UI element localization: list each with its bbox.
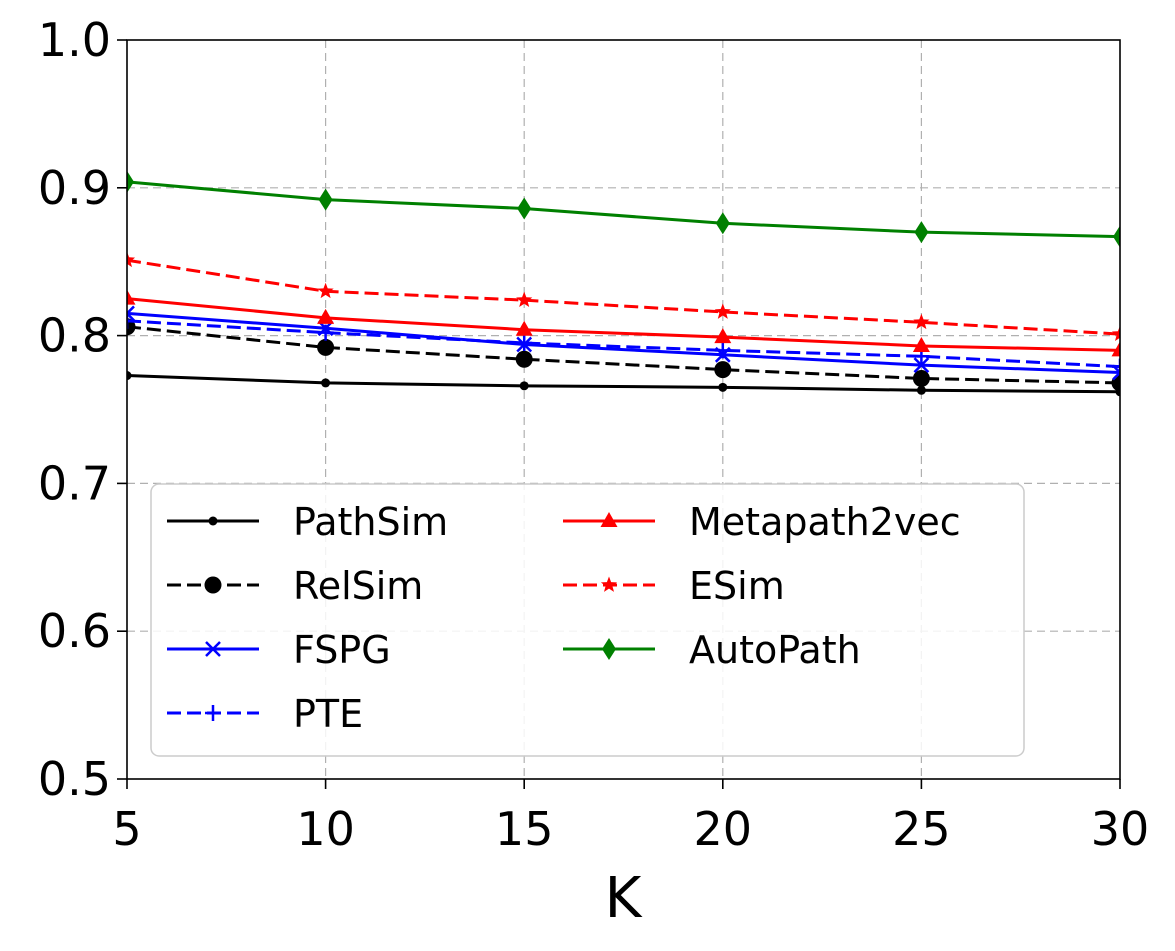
data-point-relsim (317, 338, 335, 356)
data-point-metapath2vec (1111, 341, 1120, 357)
data-point-pte (714, 342, 731, 359)
legend-item-metapath2vec: Metapath2vec (563, 500, 961, 544)
x-tick-label: 15 (495, 802, 554, 856)
data-point-esim (714, 303, 731, 319)
data-point-autopath (1113, 225, 1120, 248)
data-point-fspg (127, 305, 135, 322)
data-point-pathsim (718, 382, 728, 392)
series-autopath (127, 170, 1120, 248)
x-tick-label: 10 (296, 802, 355, 856)
data-point-pte (317, 324, 334, 341)
data-point-pathsim (127, 371, 132, 381)
y-tick-label: 0.5 (38, 752, 111, 806)
data-point-relsim (714, 361, 732, 379)
data-point-metapath2vec (714, 328, 732, 344)
y-tick-label: 0.7 (38, 456, 111, 510)
data-point-relsim (515, 350, 533, 368)
legend-marker-pte (205, 705, 221, 721)
legend-item-pte: PTE (167, 692, 363, 736)
x-tick-label: 25 (892, 802, 951, 856)
series-line-fspg (127, 311, 1120, 375)
series-line-esim (127, 258, 1120, 336)
legend-label: Metapath2vec (689, 500, 961, 544)
data-point-metapath2vec (515, 320, 533, 336)
data-point-esim (913, 313, 930, 330)
legend-item-esim: ESim (563, 564, 785, 608)
legend-label: PathSim (293, 500, 448, 544)
series-metapath2vec (127, 289, 1120, 357)
legend: PathSim RelSim FSPG PTE Metapath2vec ESim Auto… (150, 483, 1025, 757)
data-point-pathsim (916, 385, 926, 395)
data-point-autopath (715, 212, 730, 235)
x-tick-label: 30 (1091, 802, 1150, 856)
x-tick-label: 5 (112, 802, 141, 856)
legend-box (150, 483, 1025, 757)
plot-area (127, 170, 1120, 397)
data-point-autopath (914, 221, 929, 244)
data-point-pathsim (321, 378, 331, 388)
legend-marker-autopath (602, 638, 616, 660)
legend-marker-fspg (205, 641, 221, 657)
legend-item-pathsim: PathSim (167, 500, 448, 544)
y-tick-label: 0.6 (38, 604, 111, 658)
legend-marker-metapath2vec (600, 512, 618, 527)
data-point-metapath2vec (127, 289, 136, 305)
x-tick-label: 20 (694, 802, 753, 856)
data-point-relsim (912, 369, 930, 387)
data-point-pathsim (519, 381, 529, 391)
axis-ticks: 0.5 0.6 0.7 0.8 0.9 1.0 5 10 15 20 25 30 (38, 13, 1149, 856)
legend-label: FSPG (293, 628, 391, 672)
series-pte (127, 312, 1120, 375)
legend-item-autopath: AutoPath (563, 628, 861, 672)
series-relsim (127, 318, 1120, 392)
y-tick-label: 0.9 (38, 161, 111, 215)
series-line-pte (127, 319, 1120, 369)
data-point-autopath (318, 188, 333, 211)
data-point-pte (1112, 358, 1120, 375)
data-point-esim (317, 282, 334, 299)
y-tick-label: 0.8 (38, 309, 111, 363)
y-tick-label: 1.0 (38, 13, 111, 67)
legend-label: ESim (689, 564, 785, 608)
data-point-metapath2vec (912, 336, 930, 352)
data-point-pte (127, 312, 135, 329)
legend-item-fspg: FSPG (167, 628, 391, 672)
legend-marker-pathsim (208, 516, 218, 526)
data-point-fspg (913, 357, 930, 374)
data-point-esim (516, 291, 533, 307)
series-line-relsim (127, 325, 1120, 385)
data-point-metapath2vec (317, 308, 335, 324)
legend-item-relsim: RelSim (167, 564, 423, 608)
x-axis-label: K (605, 866, 643, 931)
legend-label: AutoPath (689, 628, 861, 672)
legend-label: RelSim (293, 564, 423, 608)
series-esim (127, 251, 1120, 341)
plot-frame (126, 39, 1121, 780)
data-point-pte (516, 334, 533, 351)
series-pathsim (127, 371, 1120, 397)
series-line-pathsim (127, 374, 1120, 394)
legend-label: PTE (293, 692, 363, 736)
legend-marker-relsim (204, 576, 222, 594)
data-point-esim (127, 251, 136, 268)
series-line-metapath2vec (127, 297, 1120, 352)
data-point-autopath (517, 197, 532, 220)
legend-marker-esim (600, 576, 618, 592)
series-line-autopath (127, 180, 1120, 239)
data-point-esim (1111, 325, 1120, 341)
data-point-autopath (127, 170, 134, 193)
